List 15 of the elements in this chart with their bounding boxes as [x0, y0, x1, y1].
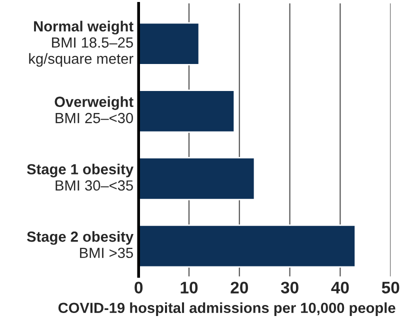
bar: [138, 22, 200, 66]
x-tick-label: 50: [382, 282, 400, 294]
x-tick-label: 40: [331, 282, 349, 294]
x-tick-label: 30: [280, 282, 298, 294]
y-tick-label: Stage 2 obesity BMI >35: [27, 231, 134, 258]
bar: [138, 90, 236, 133]
bar: [138, 157, 256, 200]
y-tick-label: Normal weight BMI 18.5–25 kg/square meter: [29, 20, 134, 67]
x-tick-label: 0: [134, 282, 143, 294]
x-axis-title: COVID-19 hospital admissions per 10,000 people: [58, 302, 396, 316]
y-tick-label: Stage 1 obesity BMI 30–<35: [27, 164, 134, 191]
bar: [138, 224, 356, 268]
y-tick-label: Overweight BMI 25–<30: [54, 96, 134, 124]
x-tick-label: 10: [180, 282, 198, 294]
x-tick-label: 20: [230, 282, 248, 294]
